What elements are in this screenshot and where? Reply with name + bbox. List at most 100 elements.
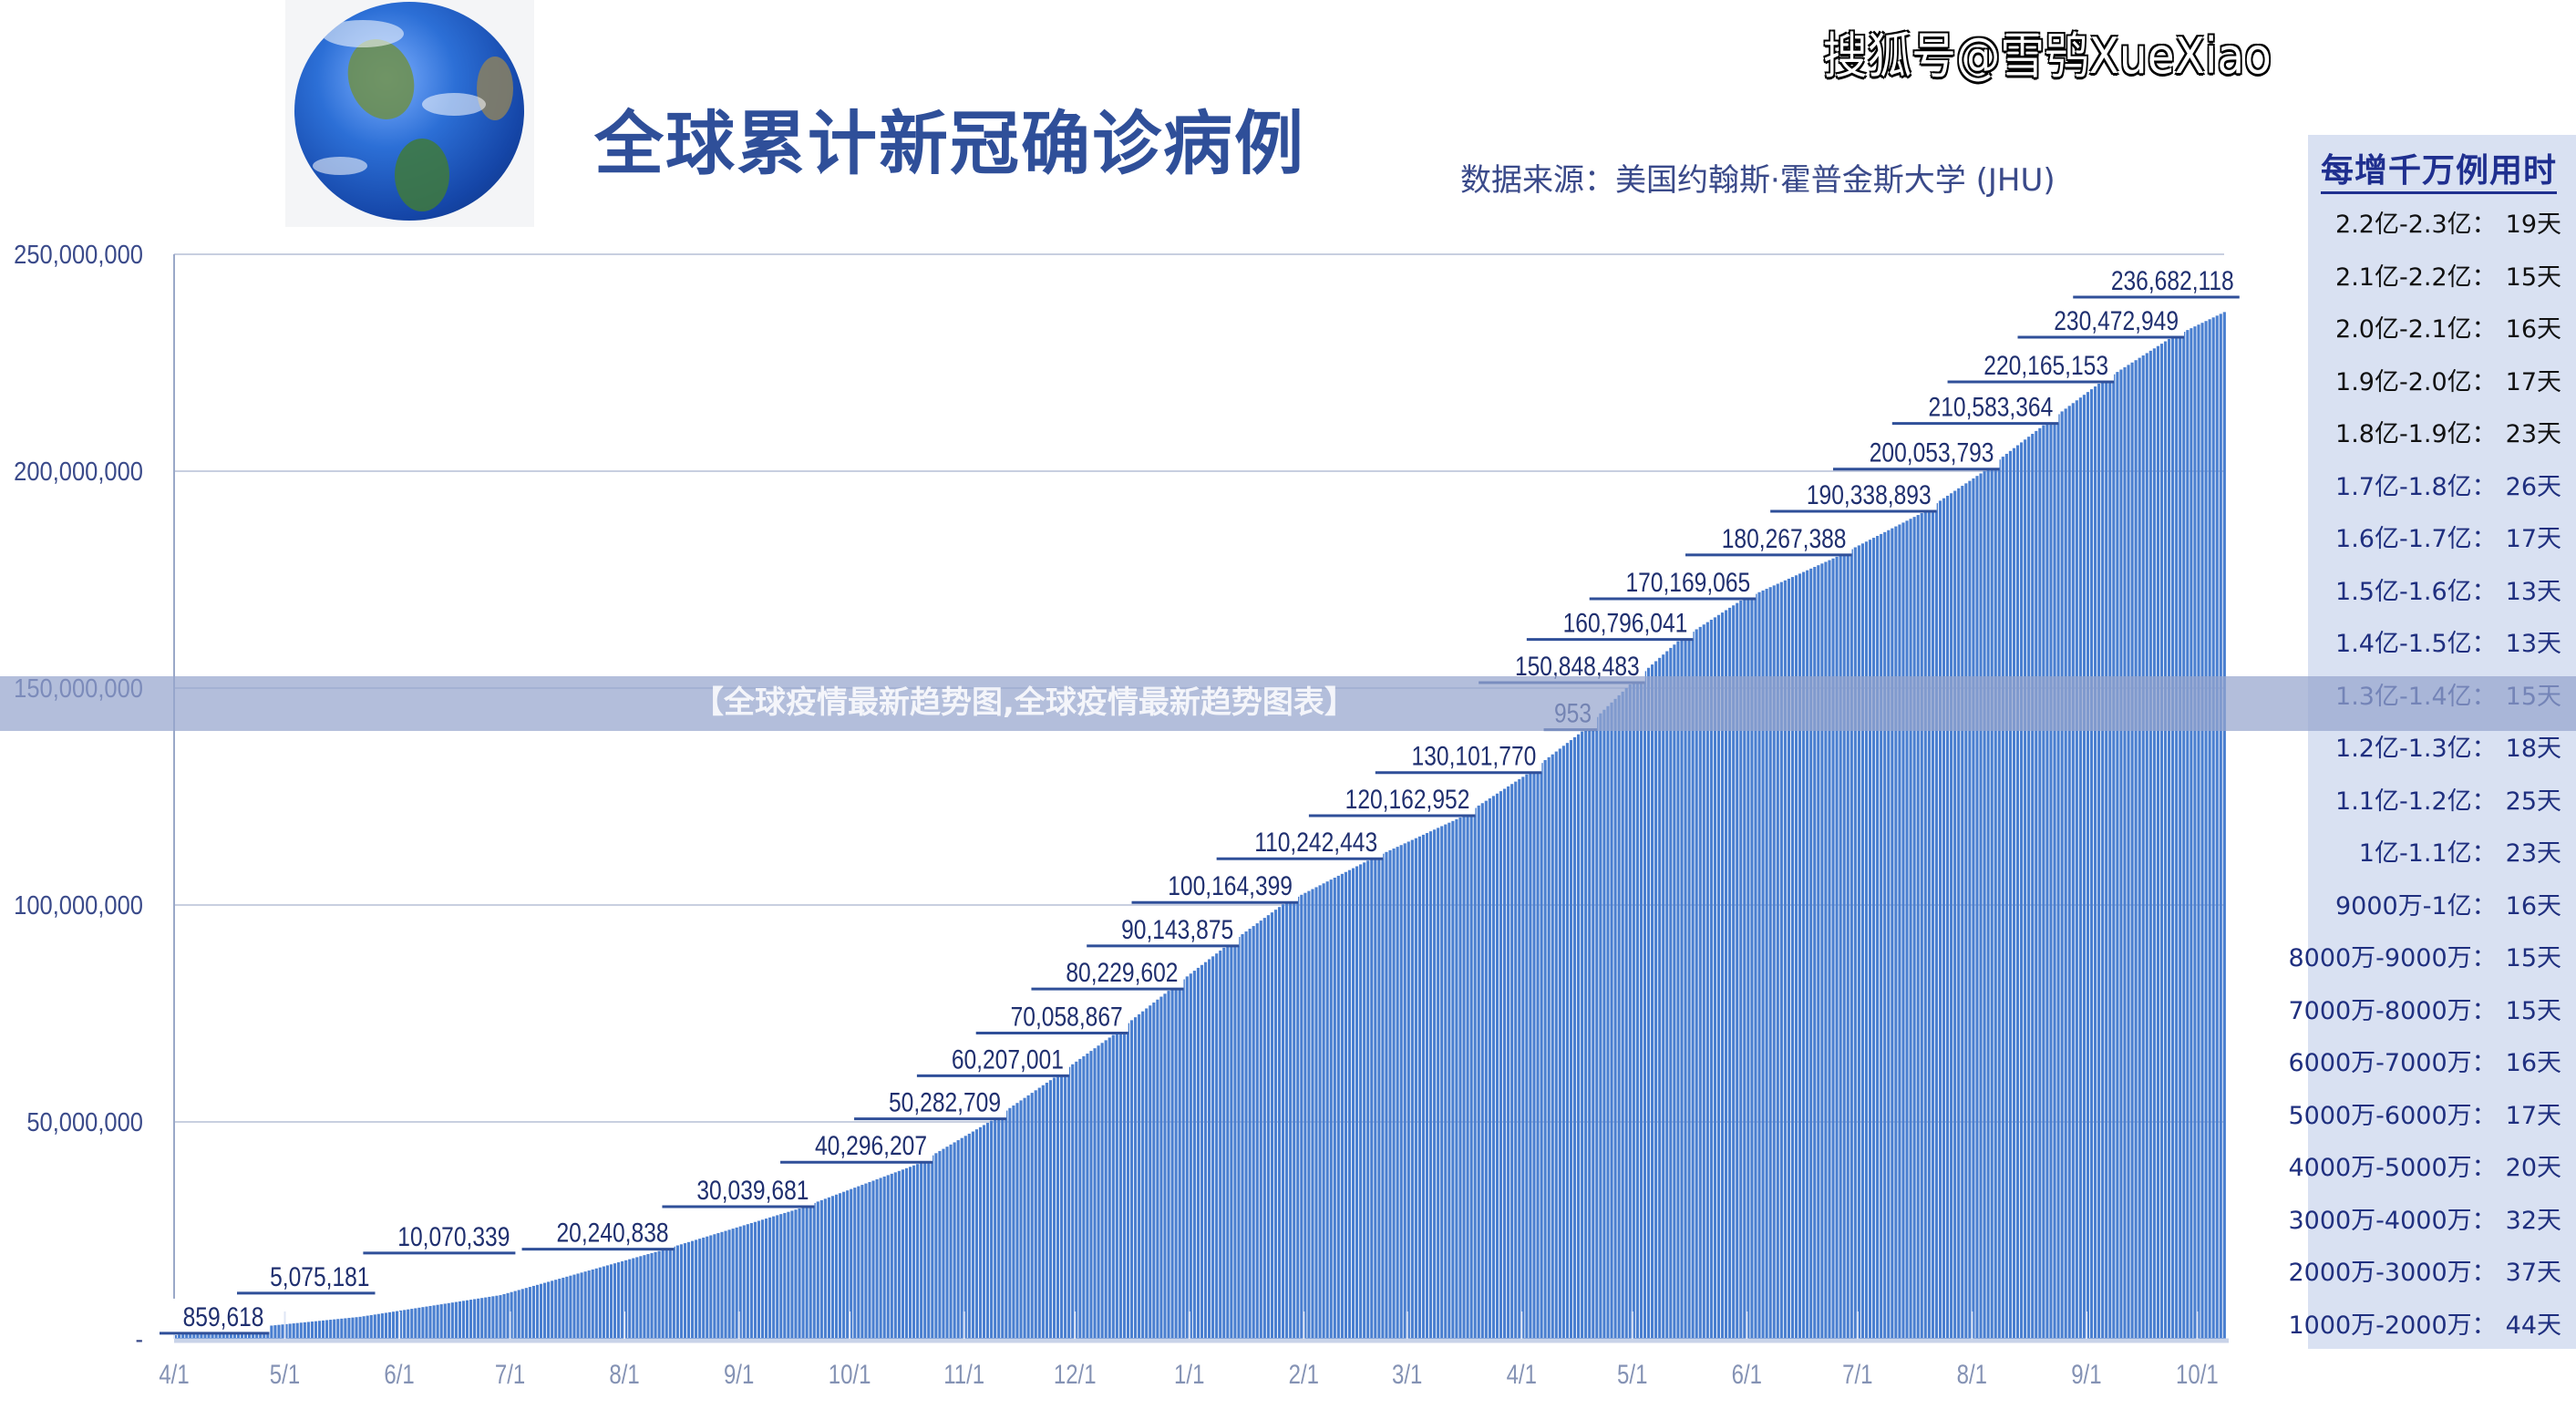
data-label: 170,169,065 (1625, 567, 1750, 598)
bar (576, 1273, 580, 1339)
bar (2042, 425, 2045, 1340)
bar (1273, 910, 1278, 1339)
bar (535, 1284, 540, 1339)
bar (963, 1136, 967, 1339)
x-tick-label: 4/1 (159, 1358, 189, 1389)
bar (668, 1247, 672, 1339)
data-label-bg (1770, 476, 1937, 511)
bar (783, 1212, 787, 1339)
bar (1754, 593, 1757, 1339)
bar (1163, 993, 1167, 1339)
bar (1052, 1077, 1056, 1339)
bar (1518, 778, 1521, 1339)
bar (1606, 705, 1610, 1339)
row-days: 20天 (2505, 1154, 2561, 1182)
bar (1779, 581, 1783, 1339)
bar (196, 1332, 200, 1339)
bar (174, 1334, 178, 1339)
bar (931, 1155, 934, 1339)
bar (1381, 853, 1385, 1339)
bar (1399, 845, 1403, 1339)
bar (698, 1239, 702, 1339)
row-days: 44天 (2505, 1311, 2561, 1340)
bar (1015, 1103, 1019, 1339)
bar (1462, 815, 1466, 1339)
data-source-text: 数据来源：美国约翰斯·霍普金斯大学 (JHU) (1460, 162, 2056, 199)
bar (329, 1320, 333, 1339)
bar (1255, 923, 1259, 1339)
bar (672, 1246, 675, 1339)
panel-row: 1.9亿-2.0亿： 17天 (2335, 362, 2561, 397)
bar (2190, 328, 2193, 1340)
bar (484, 1297, 488, 1339)
bar (1521, 776, 1525, 1339)
bar (679, 1244, 683, 1339)
bar (1842, 552, 1846, 1339)
bar (842, 1191, 846, 1339)
bar (495, 1295, 499, 1339)
bar (1129, 1020, 1134, 1339)
y-tick-label: 250,000,000 (14, 239, 143, 269)
bar (572, 1274, 576, 1339)
bar (1396, 847, 1399, 1339)
bar (2075, 400, 2078, 1340)
row-days: 19天 (2505, 211, 2561, 239)
bar (1026, 1095, 1030, 1339)
panel-row: 1.5亿-1.6亿： 13天 (2335, 571, 2561, 607)
row-range: 3000万-4000万： (2288, 1206, 2497, 1235)
bar (890, 1173, 893, 1339)
globe-icon (294, 2, 524, 221)
bar (916, 1164, 920, 1339)
bar (1783, 580, 1787, 1339)
bar (864, 1183, 868, 1339)
panel-row: 2.1亿-2.2亿： 15天 (2335, 257, 2561, 293)
bar (1529, 771, 1532, 1339)
panel-row: 1000万-2000万： 44天 (2288, 1305, 2561, 1341)
bar (1451, 820, 1455, 1339)
bar (1765, 589, 1768, 1339)
row-days: 17天 (2505, 1101, 2561, 1130)
bar (1370, 859, 1374, 1339)
bar (827, 1197, 830, 1339)
bar (982, 1125, 986, 1339)
bar (1802, 571, 1806, 1339)
bar (1023, 1097, 1026, 1339)
bar (421, 1307, 425, 1339)
x-tick-label: 11/1 (943, 1358, 984, 1389)
bar (768, 1217, 772, 1339)
bar (1149, 1005, 1152, 1339)
bar (583, 1271, 587, 1339)
bar (587, 1270, 591, 1339)
bar (1983, 470, 1986, 1339)
bar (1174, 984, 1178, 1339)
bar (1134, 1017, 1138, 1339)
bar (1547, 756, 1551, 1339)
page-title: 全球累计新冠确诊病例 (594, 103, 1305, 184)
panel-row: 1.6亿-1.7亿： 17天 (2335, 519, 2561, 554)
bar (621, 1260, 624, 1339)
data-label-bg (1375, 737, 1542, 773)
bar (1750, 595, 1754, 1339)
bar (801, 1207, 805, 1339)
bar (1056, 1075, 1060, 1339)
bar (178, 1334, 181, 1339)
bar (2175, 335, 2179, 1339)
bar (1651, 664, 1654, 1339)
bar (1484, 800, 1488, 1339)
bar (1241, 934, 1244, 1339)
bar (2008, 450, 2012, 1339)
panel-row: 1.2亿-1.3亿： 18天 (2335, 728, 2561, 764)
bar (1048, 1080, 1052, 1339)
bar (1466, 812, 1469, 1339)
x-tick-label: 7/1 (495, 1358, 525, 1389)
bar (1584, 727, 1588, 1339)
bar (1410, 839, 1414, 1339)
bar (724, 1230, 727, 1339)
x-tick-label: 8/1 (1957, 1358, 1987, 1389)
bar (897, 1170, 901, 1339)
bar (1458, 818, 1462, 1339)
bar (1934, 503, 1938, 1339)
bar (2015, 445, 2020, 1339)
bar (1725, 610, 1728, 1339)
bar (1115, 1032, 1118, 1339)
